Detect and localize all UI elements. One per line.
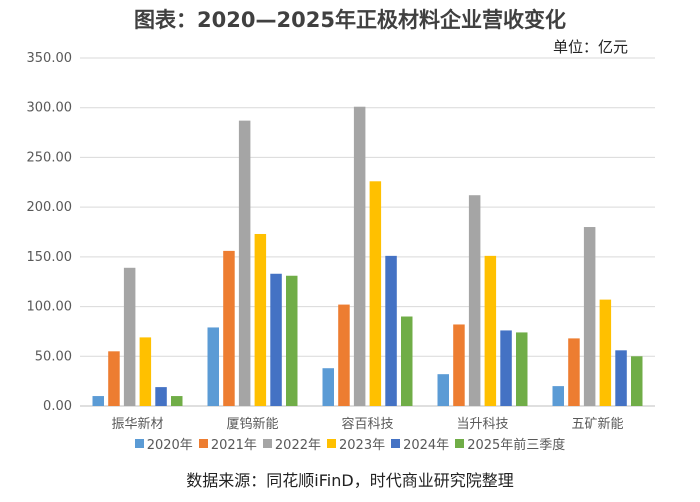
y-tick-label: 350.00 xyxy=(27,51,73,66)
y-tick-label: 100.00 xyxy=(27,300,73,315)
bar xyxy=(369,181,382,406)
bar-chart: 0.00 50.00 100.00 150.00 200.00 250.00 300.00 3… xyxy=(27,51,655,432)
legend-swatch xyxy=(455,439,465,448)
bar xyxy=(108,351,120,406)
bar xyxy=(437,374,449,406)
legend-label: 2021年 xyxy=(210,438,257,453)
legend-label: 2020年 xyxy=(146,438,193,453)
bar xyxy=(123,267,136,406)
source-note: 数据来源：同花顺iFinD，时代商业研究院整理 xyxy=(186,471,514,490)
legend-swatch xyxy=(198,439,208,448)
legend-item: 2025年前三季度 xyxy=(455,434,565,453)
bar xyxy=(583,227,596,406)
y-tick-label: 150.00 xyxy=(27,250,73,265)
legend-item: 2021年 xyxy=(198,434,257,453)
y-tick-label: 300.00 xyxy=(27,101,73,116)
x-category-label: 厦钨新能 xyxy=(226,416,278,432)
legend-item: 2024年 xyxy=(391,434,449,453)
bar xyxy=(270,273,282,406)
bar xyxy=(322,368,334,406)
bar xyxy=(286,275,298,406)
bar xyxy=(139,337,152,406)
bar xyxy=(401,316,413,406)
legend-label: 2024年 xyxy=(403,438,450,453)
legend-swatch xyxy=(327,439,336,448)
bar xyxy=(207,327,219,406)
legend-swatch xyxy=(391,439,401,448)
bar xyxy=(615,350,627,406)
y-tick-label: 50.00 xyxy=(35,349,72,364)
chart-legend: 2020年 2021年 2022年 2023年 2024年 2025年前三季度 xyxy=(0,434,700,453)
bar xyxy=(338,304,350,406)
bar xyxy=(631,356,643,406)
legend-item: 2022年 xyxy=(262,434,321,453)
bar xyxy=(385,255,397,406)
x-category-label: 当升科技 xyxy=(456,417,508,432)
bar xyxy=(453,324,465,406)
bar xyxy=(171,396,183,406)
bar xyxy=(353,106,366,406)
legend-swatch xyxy=(262,439,272,448)
x-category-label: 容百科技 xyxy=(341,416,393,432)
legend-label: 2023年 xyxy=(339,438,386,453)
y-tick-label: 0.00 xyxy=(43,399,72,414)
x-category-label: 振华新材 xyxy=(111,416,163,432)
x-category-label: 五矿新能 xyxy=(571,416,623,432)
bar xyxy=(500,330,512,406)
bar xyxy=(254,233,267,406)
bar xyxy=(92,396,104,406)
bar xyxy=(552,386,564,406)
bar xyxy=(516,332,528,406)
y-tick-label: 200.00 xyxy=(27,200,73,215)
legend-label: 2022年 xyxy=(274,438,321,453)
chart-title: 图表：2020—2025年正极材料企业营收变化 xyxy=(134,8,566,32)
unit-label: 单位：亿元 xyxy=(552,38,628,56)
legend-item: 2023年 xyxy=(327,434,385,453)
bar xyxy=(155,387,167,406)
bar xyxy=(468,195,481,406)
bar xyxy=(223,250,235,406)
y-tick-label: 250.00 xyxy=(27,150,73,165)
bar xyxy=(568,338,580,406)
bar xyxy=(484,255,497,406)
legend-item: 2020年 xyxy=(134,434,193,453)
legend-label: 2025年前三季度 xyxy=(467,438,566,453)
bar xyxy=(599,299,612,406)
legend-swatch xyxy=(134,439,144,448)
bar xyxy=(238,120,251,406)
